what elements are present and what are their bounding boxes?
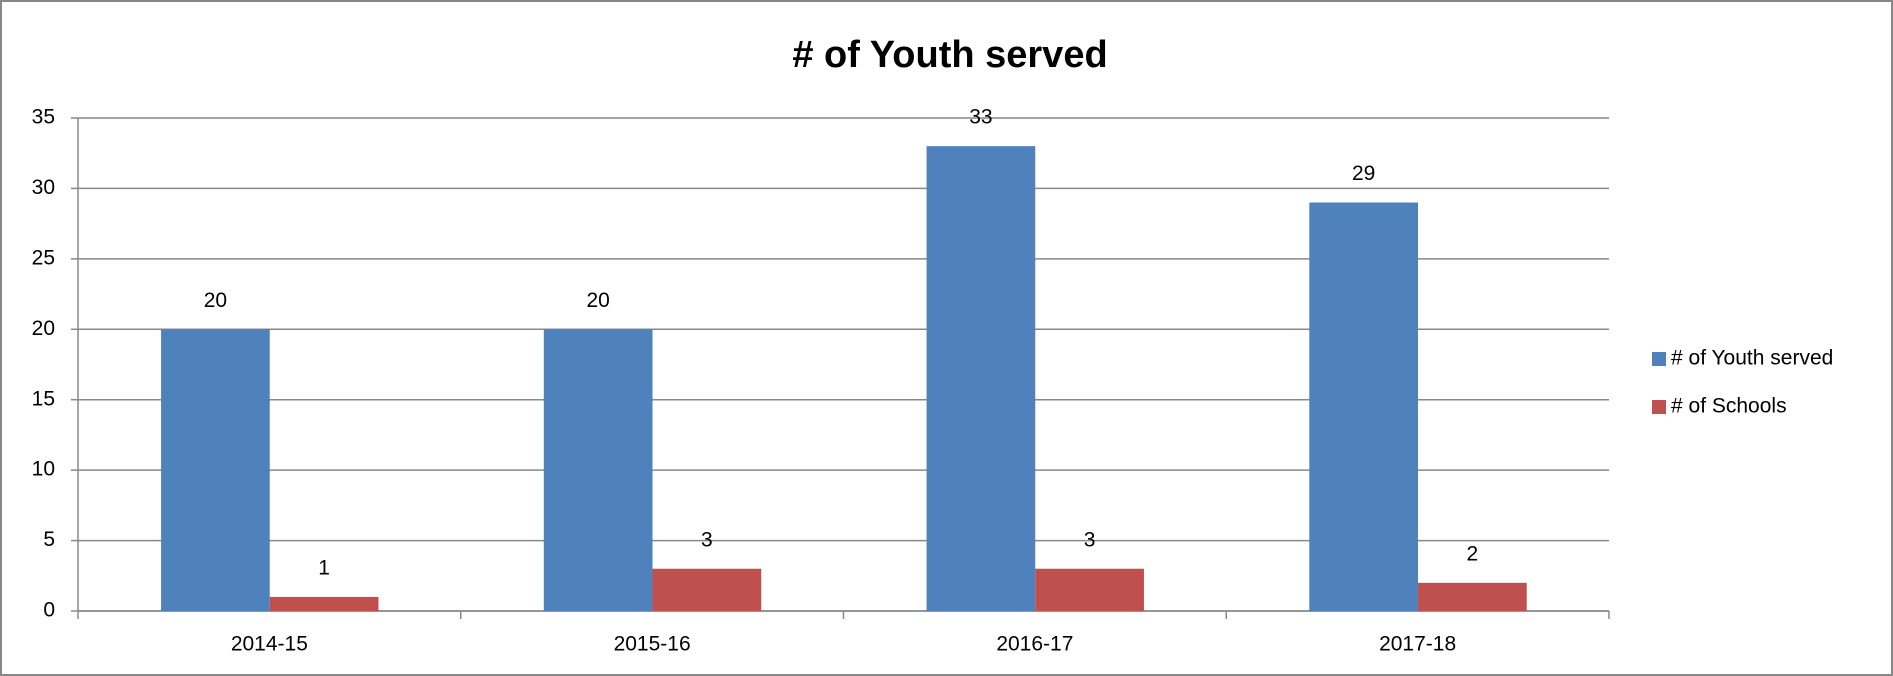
bar [161,329,270,611]
bar [652,568,762,611]
data-label: 20 [586,289,609,312]
data-label: 20 [204,289,227,312]
y-tick-label: 35 [32,106,55,129]
x-tick-label: 2015-16 [614,633,691,656]
bar [543,329,653,611]
y-tick-label: 15 [32,387,55,410]
bar [1309,202,1419,611]
data-label: 3 [1084,528,1096,551]
chart-title: # of Youth served [792,34,1107,76]
y-tick-label: 5 [43,528,55,551]
y-tick-label: 0 [43,599,55,622]
y-tick-label: 25 [32,246,55,269]
bar [1418,582,1527,611]
data-label: 2 [1467,542,1479,565]
x-tick-label: 2017-18 [1379,633,1456,656]
x-tick-label: 2016-17 [996,633,1073,656]
bar [1035,568,1144,611]
data-label: 29 [1352,162,1375,185]
data-label: 33 [969,106,992,129]
y-tick-label: 30 [32,176,55,199]
y-tick-label: 10 [32,458,55,481]
data-label: 1 [318,556,330,579]
bar [926,146,1036,611]
legend-label: # of Youth served [1671,347,1833,370]
legend-swatch [1652,400,1666,414]
y-tick-label: 20 [32,317,55,340]
x-tick-label: 2014-15 [231,633,308,656]
legend-label: # of Schools [1671,395,1787,418]
bar [269,596,379,611]
data-label: 3 [701,528,713,551]
legend-swatch [1652,352,1666,366]
